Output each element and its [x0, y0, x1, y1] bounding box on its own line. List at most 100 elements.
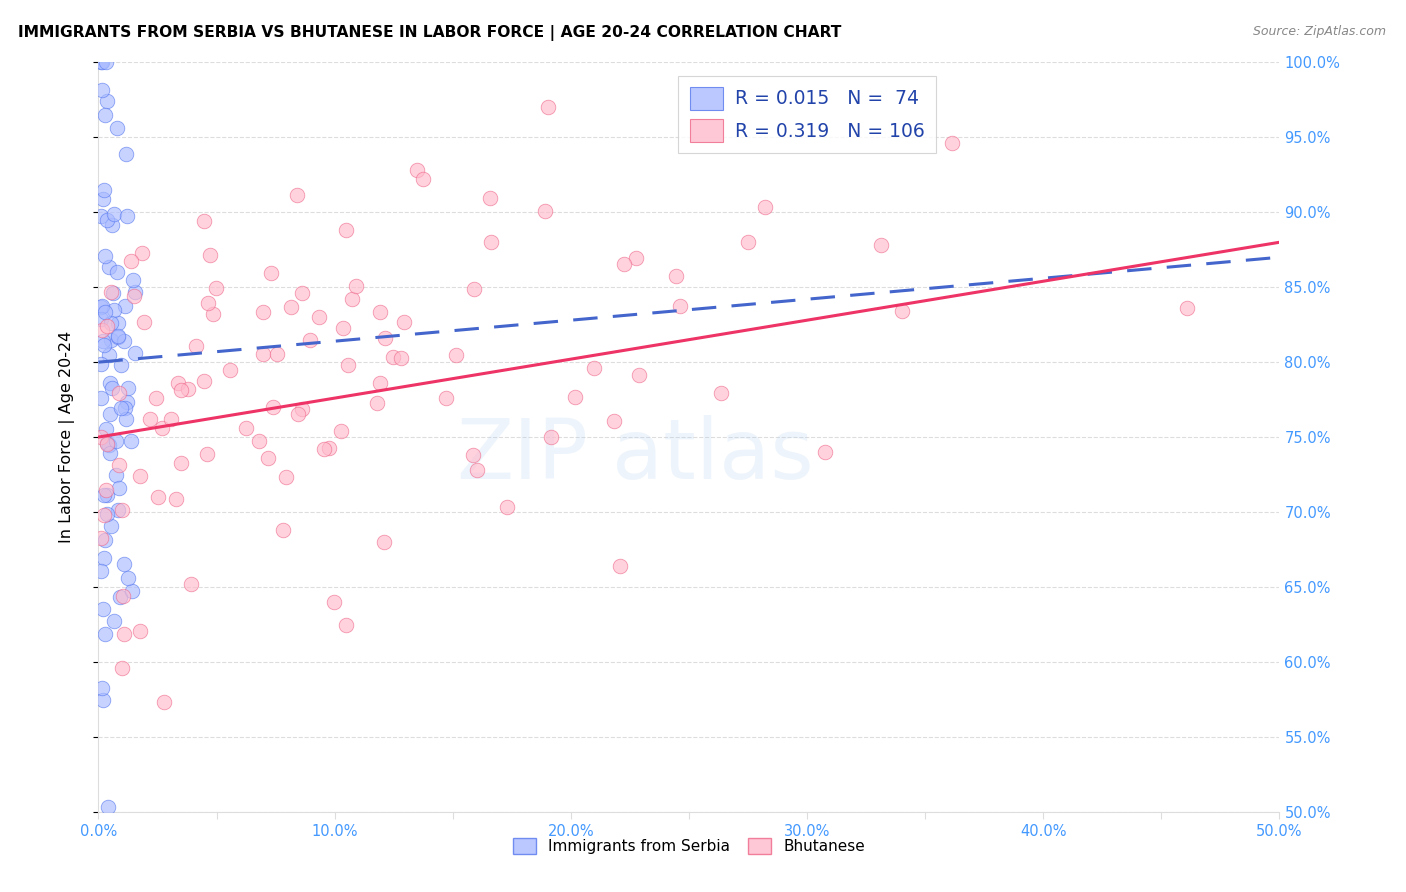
Point: [111, 503, 134, 517]
Point: [540, 430, 562, 444]
Point: [219, 362, 242, 376]
Text: Source: ZipAtlas.com: Source: ZipAtlas.com: [1253, 25, 1386, 38]
Point: [366, 396, 388, 410]
Point: [389, 351, 412, 365]
Point: [108, 458, 131, 473]
Point: [150, 420, 173, 434]
Point: [461, 448, 484, 462]
Point: [90, 531, 112, 545]
Point: [101, 219, 124, 233]
Point: [336, 358, 359, 372]
Point: [105, 434, 128, 448]
Point: [335, 618, 357, 632]
Point: [91, 334, 114, 349]
Point: [941, 136, 963, 151]
Point: [170, 383, 193, 397]
Point: [1177, 301, 1199, 315]
Point: [256, 450, 278, 465]
Point: [368, 305, 391, 319]
Point: [534, 203, 557, 218]
Point: [91, 55, 114, 70]
Point: [165, 492, 187, 507]
Point: [197, 296, 219, 310]
Point: [169, 457, 191, 471]
Point: [260, 266, 283, 280]
Point: [93, 533, 115, 547]
Point: [479, 235, 502, 249]
Point: [91, 681, 114, 695]
Point: [94, 108, 117, 122]
Point: [537, 100, 560, 114]
Point: [96, 318, 118, 333]
Point: [737, 235, 759, 249]
Point: [117, 209, 139, 223]
Point: [96, 437, 118, 451]
Point: [444, 348, 467, 362]
Point: [100, 285, 122, 300]
Point: [613, 257, 636, 271]
Y-axis label: In Labor Force | Age 20-24: In Labor Force | Age 20-24: [59, 331, 75, 543]
Point: [564, 390, 586, 404]
Point: [193, 213, 215, 227]
Point: [91, 602, 114, 616]
Point: [252, 305, 274, 319]
Point: [406, 162, 429, 177]
Point: [291, 285, 314, 300]
Point: [370, 376, 392, 390]
Point: [90, 391, 112, 405]
Point: [93, 508, 115, 522]
Point: [98, 376, 121, 391]
Point: [117, 381, 139, 395]
Point: [323, 595, 346, 609]
Point: [107, 329, 129, 343]
Point: [90, 299, 112, 313]
Point: [318, 442, 340, 456]
Point: [90, 300, 112, 314]
Point: [180, 577, 202, 591]
Point: [434, 391, 457, 405]
Point: [94, 626, 117, 640]
Point: [665, 269, 688, 284]
Point: [120, 254, 142, 268]
Point: [115, 411, 138, 425]
Point: [115, 147, 138, 161]
Point: [100, 317, 122, 331]
Point: [890, 303, 912, 318]
Point: [609, 559, 631, 574]
Point: [193, 375, 215, 389]
Point: [184, 339, 207, 353]
Point: [332, 320, 354, 334]
Point: [624, 251, 647, 265]
Point: [285, 188, 308, 202]
Point: [98, 260, 121, 275]
Point: [91, 323, 114, 337]
Point: [90, 311, 112, 326]
Point: [96, 212, 118, 227]
Point: [374, 331, 396, 345]
Point: [107, 329, 129, 343]
Point: [280, 300, 302, 314]
Point: [205, 281, 228, 295]
Point: [90, 209, 112, 223]
Point: [96, 95, 118, 109]
Point: [202, 306, 225, 320]
Point: [121, 584, 143, 599]
Point: [235, 420, 257, 434]
Point: [110, 358, 132, 372]
Point: [167, 376, 190, 391]
Point: [412, 172, 434, 186]
Point: [344, 278, 367, 293]
Point: [114, 299, 136, 313]
Point: [98, 408, 121, 422]
Point: [298, 333, 321, 347]
Point: [128, 469, 150, 483]
Point: [97, 438, 120, 452]
Point: [291, 402, 314, 417]
Point: [108, 481, 131, 495]
Point: [252, 347, 274, 361]
Point: [111, 590, 134, 604]
Point: [115, 395, 138, 409]
Point: [198, 248, 221, 262]
Point: [117, 571, 139, 585]
Point: [124, 285, 146, 300]
